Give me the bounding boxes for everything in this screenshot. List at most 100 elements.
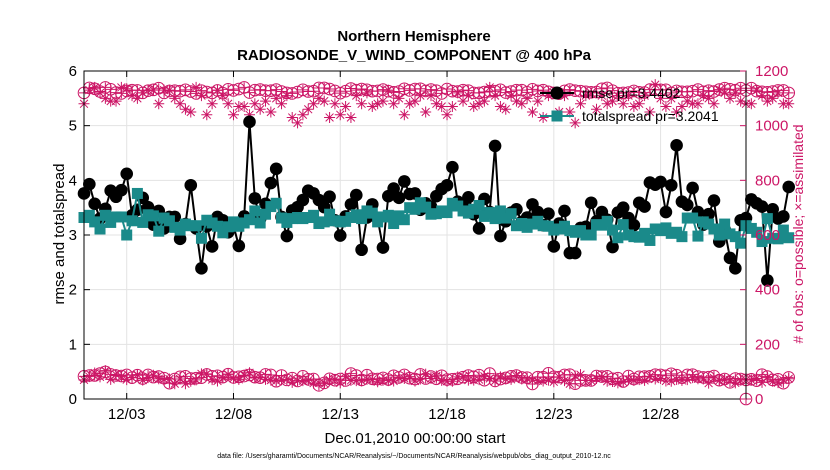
obs-assimilated-point	[446, 375, 458, 387]
obs-assimilated-point	[414, 373, 426, 385]
obs-assimilated-point	[708, 372, 720, 384]
obs-assimilated-point	[761, 372, 773, 384]
obs-assimilated-point	[644, 370, 656, 382]
obs-assimilated-point	[249, 372, 261, 384]
obs-assimilated-point	[430, 370, 442, 382]
obs-assimilated-point	[398, 373, 410, 384]
totalspread-point	[484, 207, 496, 219]
totalspread-point	[190, 220, 202, 232]
y-tick-label: 1	[69, 336, 77, 353]
obs-assimilated-point	[211, 84, 223, 96]
totalspread-point	[99, 209, 111, 221]
obs-assimilated-point	[532, 95, 544, 107]
obs-assimilated-point	[174, 98, 186, 110]
totalspread-point	[147, 210, 159, 222]
obs-assimilated-point	[575, 98, 586, 110]
totalspread-point	[115, 211, 127, 223]
obs-assimilated-point	[105, 373, 117, 385]
obs-assimilated-point	[169, 92, 181, 104]
totalspread-point	[687, 212, 699, 224]
totalspread-point	[94, 223, 106, 235]
obs-assimilated-point	[665, 92, 677, 104]
obs-assimilated-point	[110, 369, 122, 381]
rmse-point	[387, 182, 400, 195]
totalspread-point	[137, 216, 149, 228]
totalspread-point	[612, 232, 624, 244]
obs-assimilated-point	[575, 369, 586, 381]
obs-assimilated-point	[270, 375, 282, 387]
obs-assimilated-point	[313, 377, 325, 389]
rmse-point	[184, 178, 198, 192]
obs-assimilated-point	[751, 373, 763, 384]
obs-assimilated-point	[238, 369, 250, 381]
totalspread-point	[270, 197, 282, 209]
obs-assimilated-point	[324, 111, 336, 123]
totalspread-point	[254, 217, 266, 229]
obs-assimilated-point	[484, 373, 496, 384]
obs-assimilated-point	[596, 371, 608, 383]
rmse-point	[568, 246, 582, 260]
obs-assimilated-point	[420, 368, 432, 380]
obs-assimilated-point	[729, 87, 741, 99]
totalspread-point	[777, 224, 789, 236]
y-axis-label: rmse and totalspread	[51, 164, 68, 305]
obs-assimilated-point	[767, 375, 779, 387]
obs-assimilated-point	[719, 87, 731, 99]
obs-assimilated-point	[308, 98, 320, 110]
rmse-point	[659, 205, 673, 219]
obs-assimilated-point	[265, 106, 277, 118]
totalspread-point	[89, 216, 101, 228]
x-axis-label: Dec.01,2010 00:00:00 start	[325, 430, 507, 447]
rmse-point	[269, 162, 283, 176]
obs-assimilated-point	[452, 87, 464, 99]
obs-assimilated-point	[745, 98, 757, 110]
obs-assimilated-point	[756, 90, 768, 102]
rmse-point	[446, 160, 459, 174]
rmse-point	[472, 222, 486, 235]
obs-assimilated-point	[564, 378, 576, 390]
obs-assimilated-point	[366, 374, 378, 386]
obs-assimilated-point	[478, 95, 490, 107]
totalspread-point	[121, 229, 133, 241]
obs-assimilated-point	[131, 92, 143, 104]
rmse-point	[462, 190, 475, 204]
obs-assimilated-point	[660, 101, 672, 113]
rmse-point	[777, 210, 790, 223]
obs-assimilated-point	[612, 90, 624, 102]
rmse-point	[296, 193, 310, 207]
obs-assimilated-point	[110, 95, 122, 107]
obs-assimilated-point	[671, 106, 683, 118]
obs-assimilated-point	[265, 374, 277, 386]
obs-assimilated-point	[521, 92, 533, 104]
obs-assimilated-point	[206, 374, 218, 386]
obs-assimilated-point	[414, 90, 426, 102]
obs-assimilated-point	[441, 109, 453, 121]
obs-assimilated-point	[478, 370, 490, 382]
totalspread-point	[676, 231, 688, 243]
rmse-point	[173, 232, 187, 246]
totalspread-point	[607, 224, 619, 236]
obs-assimilated-point	[665, 375, 677, 387]
obs-assimilated-point	[516, 98, 528, 110]
obs-assimilated-point	[356, 98, 368, 110]
obs-assimilated-point	[505, 90, 517, 102]
obs-assimilated-point	[510, 370, 522, 382]
obs-assimilated-point	[585, 375, 597, 387]
obs-assimilated-point	[260, 373, 272, 385]
rmse-point	[248, 192, 262, 205]
legend-rmse-label: rmse pr=3.4402	[582, 85, 681, 101]
obs-assimilated-point	[420, 106, 432, 118]
obs-assimilated-point	[457, 95, 469, 107]
obs-assimilated-point	[639, 90, 651, 102]
legend-spread-marker	[551, 110, 563, 122]
obs-assimilated-point	[163, 84, 175, 96]
obs-assimilated-point	[564, 106, 576, 118]
rmse-point	[440, 178, 454, 192]
x-tick-label: 12/18	[428, 406, 466, 423]
totalspread-point	[692, 230, 704, 242]
obs-assimilated-point	[89, 367, 101, 379]
totalspread-point	[617, 219, 629, 231]
obs-assimilated-point	[703, 92, 715, 104]
y-right-tick-label: 0	[755, 391, 763, 408]
totalspread-point	[505, 208, 517, 220]
